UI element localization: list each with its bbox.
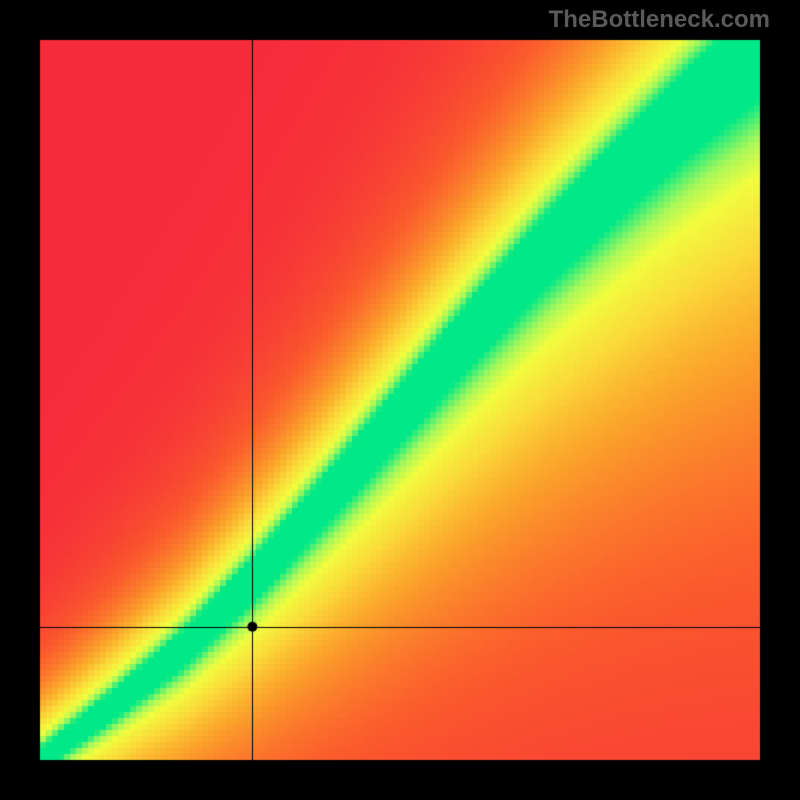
chart-container: { "watermark": { "text": "TheBottleneck.… <box>0 0 800 800</box>
watermark-label: TheBottleneck.com <box>549 6 770 34</box>
bottleneck-heatmap <box>0 0 800 800</box>
